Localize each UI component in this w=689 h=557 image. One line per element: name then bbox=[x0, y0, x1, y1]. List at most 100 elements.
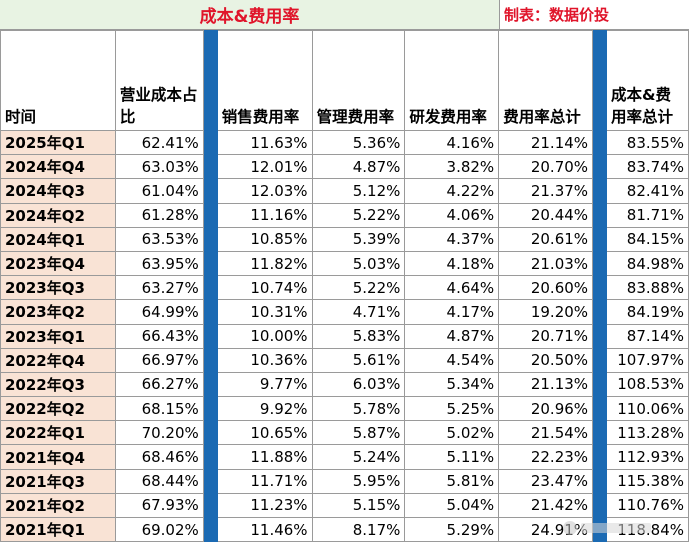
cell-admin-rate: 8.17% bbox=[311, 516, 406, 543]
table-row: 2023年Q1 66.43% 10.00% 5.83% 4.87% 20.71% 87.14… bbox=[0, 323, 689, 349]
cell-expense-total: 21.37% bbox=[498, 178, 594, 204]
table-row: 2021年Q3 68.44% 11.71% 5.95% 5.81% 23.47% 115.3… bbox=[0, 468, 689, 494]
cell-admin-rate: 5.83% bbox=[311, 323, 406, 349]
cell-cost-ratio: 63.27% bbox=[114, 275, 204, 301]
blue-separator bbox=[202, 420, 218, 446]
table-row: 2024年Q3 61.04% 12.03% 5.12% 4.22% 21.37% 82.41… bbox=[0, 178, 689, 204]
cell-rd-rate: 4.37% bbox=[404, 226, 500, 252]
cell-cost-expense-total: 84.19% bbox=[605, 299, 689, 325]
cell-cost-expense-total: 81.71% bbox=[605, 202, 689, 228]
blue-separator bbox=[592, 129, 607, 156]
table-row: 2021年Q2 67.93% 11.23% 5.15% 5.04% 21.42% 110.7… bbox=[0, 492, 689, 519]
cell-cost-ratio: 62.41% bbox=[114, 129, 204, 156]
table-title: 成本&费用率 bbox=[0, 0, 500, 30]
cell-cost-ratio: 66.97% bbox=[114, 347, 204, 373]
cell-rd-rate: 4.22% bbox=[404, 178, 500, 204]
table-row: 2023年Q3 63.27% 10.74% 5.22% 4.64% 20.60% 83.88… bbox=[0, 275, 689, 301]
cell-cost-ratio: 67.93% bbox=[114, 492, 204, 519]
cell-expense-total: 20.70% bbox=[498, 154, 594, 180]
cell-rd-rate: 3.82% bbox=[404, 154, 500, 180]
table-body: 2025年Q1 62.41% 11.63% 5.36% 4.16% 21.14% 83.55… bbox=[0, 129, 689, 543]
cell-expense-total: 19.20% bbox=[498, 299, 594, 325]
blue-separator bbox=[592, 371, 607, 398]
cell-expense-total: 20.71% bbox=[498, 323, 594, 349]
cell-time: 2021年Q1 bbox=[0, 516, 116, 543]
cell-rd-rate: 5.04% bbox=[404, 492, 500, 519]
cell-sales-rate: 9.77% bbox=[216, 371, 313, 398]
cell-sales-rate: 10.85% bbox=[216, 226, 313, 252]
table-row: 2023年Q4 63.95% 11.82% 5.03% 4.18% 21.03% 84.98… bbox=[0, 250, 689, 277]
cell-expense-total: 21.54% bbox=[498, 420, 594, 446]
cell-time: 2024年Q1 bbox=[0, 226, 116, 252]
cell-sales-rate: 11.23% bbox=[216, 492, 313, 519]
cell-cost-expense-total: 112.93% bbox=[605, 444, 689, 470]
blue-separator bbox=[202, 178, 218, 204]
cell-admin-rate: 5.61% bbox=[311, 347, 406, 373]
cell-expense-total: 20.60% bbox=[498, 275, 594, 301]
cell-sales-rate: 12.03% bbox=[216, 178, 313, 204]
cell-time: 2023年Q2 bbox=[0, 299, 116, 325]
blue-separator bbox=[592, 468, 607, 494]
cell-cost-expense-total: 113.28% bbox=[605, 420, 689, 446]
blue-separator bbox=[202, 202, 218, 228]
table-row: 2022年Q2 68.15% 9.92% 5.78% 5.25% 20.96% 110.06… bbox=[0, 396, 689, 422]
cell-time: 2024年Q3 bbox=[0, 178, 116, 204]
blue-separator bbox=[202, 468, 218, 494]
cell-admin-rate: 4.71% bbox=[311, 299, 406, 325]
cell-cost-expense-total: 110.06% bbox=[605, 396, 689, 422]
cell-cost-ratio: 66.27% bbox=[114, 371, 204, 398]
cell-rd-rate: 5.02% bbox=[404, 420, 500, 446]
cell-admin-rate: 5.36% bbox=[311, 129, 406, 156]
cell-sales-rate: 10.74% bbox=[216, 275, 313, 301]
cell-cost-ratio: 68.44% bbox=[114, 468, 204, 494]
cell-rd-rate: 4.54% bbox=[404, 347, 500, 373]
blue-separator bbox=[592, 250, 607, 277]
cell-cost-ratio: 61.04% bbox=[114, 178, 204, 204]
cell-sales-rate: 10.00% bbox=[216, 323, 313, 349]
cell-time: 2024年Q2 bbox=[0, 202, 116, 228]
header-cost-ratio: 营业成本占比 bbox=[114, 30, 204, 131]
blue-separator bbox=[592, 30, 607, 131]
cell-cost-ratio: 68.46% bbox=[114, 444, 204, 470]
blue-separator bbox=[202, 323, 218, 349]
table-credit: 制表：数据价投 bbox=[500, 0, 689, 30]
cell-admin-rate: 6.03% bbox=[311, 371, 406, 398]
cell-rd-rate: 4.16% bbox=[404, 129, 500, 156]
blue-separator bbox=[202, 444, 218, 470]
cell-time: 2024年Q4 bbox=[0, 154, 116, 180]
cell-cost-expense-total: 84.98% bbox=[605, 250, 689, 277]
cell-rd-rate: 5.25% bbox=[404, 396, 500, 422]
cell-sales-rate: 10.36% bbox=[216, 347, 313, 373]
cell-admin-rate: 5.95% bbox=[311, 468, 406, 494]
blue-separator bbox=[202, 226, 218, 252]
cell-admin-rate: 5.24% bbox=[311, 444, 406, 470]
table-row: 2021年Q1 69.02% 11.46% 8.17% 5.29% 24.91% 118.8… bbox=[0, 516, 689, 543]
cell-cost-expense-total: 87.14% bbox=[605, 323, 689, 349]
cell-time: 2022年Q4 bbox=[0, 347, 116, 373]
cell-cost-expense-total: 108.53% bbox=[605, 371, 689, 398]
cell-time: 2022年Q1 bbox=[0, 420, 116, 446]
header-expense-total: 费用率总计 bbox=[498, 30, 594, 131]
cell-time: 2025年Q1 bbox=[0, 129, 116, 156]
header-admin-rate: 管理费用率 bbox=[311, 30, 406, 131]
table-row: 2025年Q1 62.41% 11.63% 5.36% 4.16% 21.14% 83.55… bbox=[0, 129, 689, 156]
cell-expense-total: 20.96% bbox=[498, 396, 594, 422]
cell-expense-total: 20.50% bbox=[498, 347, 594, 373]
cell-sales-rate: 11.63% bbox=[216, 129, 313, 156]
table-row: 2024年Q1 63.53% 10.85% 5.39% 4.37% 20.61% 84.15… bbox=[0, 226, 689, 252]
cell-cost-ratio: 70.20% bbox=[114, 420, 204, 446]
cell-admin-rate: 5.87% bbox=[311, 420, 406, 446]
blue-separator bbox=[592, 299, 607, 325]
header-rd-rate: 研发费用率 bbox=[404, 30, 500, 131]
cell-admin-rate: 5.15% bbox=[311, 492, 406, 519]
blue-separator bbox=[202, 299, 218, 325]
cell-time: 2023年Q1 bbox=[0, 323, 116, 349]
cell-time: 2021年Q3 bbox=[0, 468, 116, 494]
cell-sales-rate: 12.01% bbox=[216, 154, 313, 180]
blue-separator bbox=[592, 275, 607, 301]
cell-cost-expense-total: 115.38% bbox=[605, 468, 689, 494]
cell-time: 2022年Q2 bbox=[0, 396, 116, 422]
table-row: 2022年Q1 70.20% 10.65% 5.87% 5.02% 21.54% 113.2… bbox=[0, 420, 689, 446]
cell-rd-rate: 4.18% bbox=[404, 250, 500, 277]
cell-admin-rate: 4.87% bbox=[311, 154, 406, 180]
